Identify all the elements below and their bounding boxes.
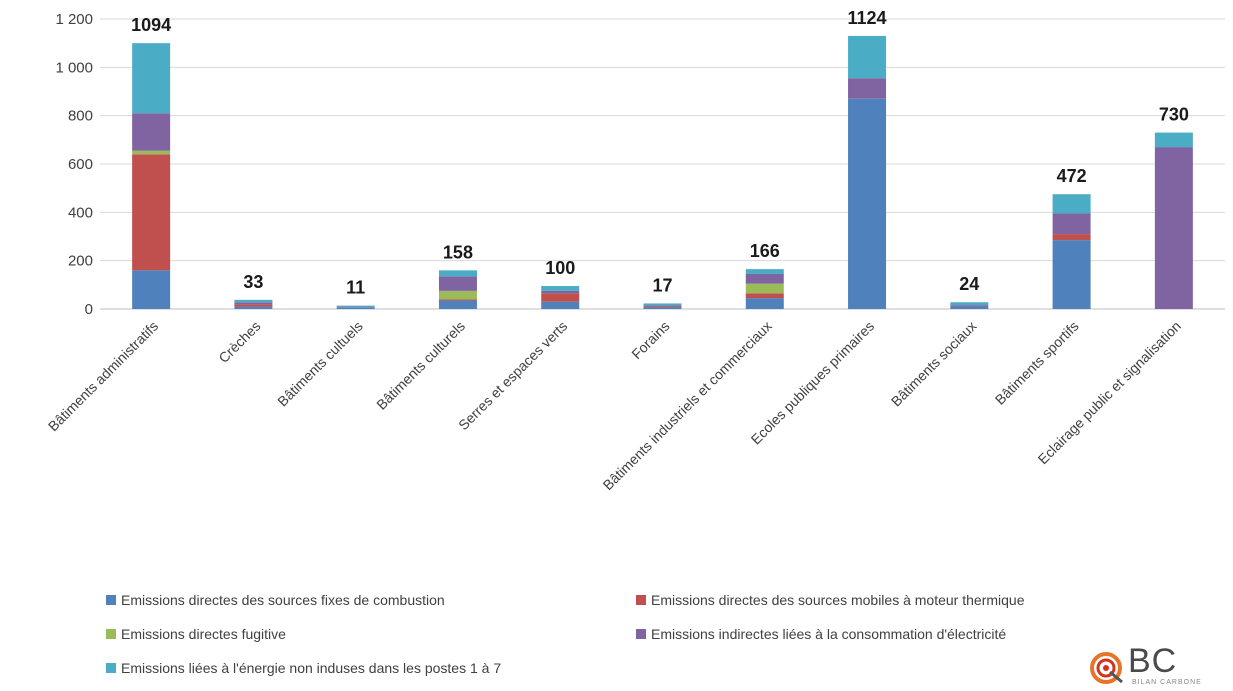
category-label: Ecoles publiques primaires — [748, 318, 878, 448]
total-labels: 1094 33 11 158 100 17 166 1124 24 472 730 — [131, 8, 1189, 298]
bar-segment — [1052, 240, 1091, 309]
bar-segment — [950, 305, 989, 307]
y-tick-label: 200 — [68, 253, 93, 270]
bar-segment — [848, 78, 887, 99]
bar-segment — [745, 298, 784, 309]
bar-segment — [438, 276, 477, 291]
y-tick-label: 1 000 — [55, 59, 93, 76]
bar-segment — [745, 269, 784, 274]
bar-segment — [848, 98, 887, 309]
bar-segment — [1154, 147, 1193, 309]
category-label: Bâtiments cultuels — [274, 318, 366, 410]
logo-text: BC — [1128, 642, 1178, 680]
bar-segment — [336, 307, 375, 308]
y-tick-label: 400 — [68, 204, 93, 221]
bar-segment — [234, 304, 273, 307]
bar-segment — [541, 301, 580, 309]
bar-segment — [132, 150, 171, 155]
category-label: Serres et espaces verts — [455, 318, 570, 433]
y-axis-ticks: 0 200 400 600 800 1 000 1 200 — [55, 11, 93, 318]
total-label: 33 — [243, 272, 263, 292]
y-tick-label: 1 200 — [55, 11, 93, 28]
bar-segment — [950, 306, 989, 309]
bar-segment — [1154, 132, 1193, 148]
bar-segment — [541, 290, 580, 294]
category-labels: Bâtiments administratifs Crèches Bâtiments… — [45, 318, 1184, 493]
bar-segment — [643, 307, 682, 309]
bar-segment — [643, 303, 682, 306]
bar-segment — [438, 290, 477, 300]
category-label: Bâtiments sportifs — [992, 318, 1082, 408]
bar-segment — [336, 307, 375, 309]
bar-segment — [643, 305, 682, 307]
total-label: 158 — [443, 242, 473, 262]
target-logo-icon — [1090, 652, 1123, 684]
bar-segment — [438, 299, 477, 301]
bar-segment — [541, 293, 580, 302]
bar-segment — [438, 270, 477, 277]
bar-segment — [234, 306, 273, 309]
bar-segment — [336, 305, 375, 308]
bar-segment — [848, 35, 887, 79]
bar-segment — [643, 306, 682, 308]
bar-segment — [132, 154, 171, 271]
bar-segment — [1052, 213, 1091, 235]
bars — [132, 35, 1193, 309]
category-label: Bâtiments sociaux — [888, 318, 980, 410]
total-label: 730 — [1159, 105, 1189, 125]
total-label: 1094 — [131, 15, 171, 35]
y-tick-label: 600 — [68, 156, 93, 173]
bar-segment — [1052, 234, 1091, 241]
y-tick-label: 0 — [85, 301, 93, 318]
category-label: Forains — [628, 318, 672, 362]
bar-segment — [541, 286, 580, 291]
bar-segment — [950, 302, 989, 306]
total-label: 11 — [346, 278, 365, 298]
total-label: 1124 — [848, 8, 887, 28]
total-label: 472 — [1057, 166, 1087, 186]
total-label: 24 — [959, 274, 979, 294]
category-label: Crèches — [215, 318, 263, 366]
bar-segment — [745, 273, 784, 284]
y-tick-label: 800 — [68, 108, 93, 125]
category-label: Bâtiments administratifs — [45, 318, 161, 434]
bar-segment — [234, 299, 273, 303]
bar-segment — [132, 270, 171, 309]
total-label: 17 — [652, 275, 672, 295]
category-label: Bâtiments culturels — [373, 318, 468, 413]
total-label: 100 — [545, 258, 575, 278]
bar-segment — [132, 113, 171, 151]
total-label: 166 — [750, 241, 780, 261]
bar-segment — [234, 302, 273, 305]
gridlines — [100, 18, 1225, 310]
category-label: Bâtiments industriels et commerciaux — [600, 318, 775, 493]
bar-segment — [1052, 194, 1091, 214]
bar-segment — [132, 43, 171, 114]
bar-segment — [745, 293, 784, 299]
bar-segment — [745, 283, 784, 294]
bar-segment — [438, 300, 477, 309]
logo-subtext: BILAN CARBONE — [1132, 679, 1202, 686]
bilan-carbone-logo: BC BILAN CARBONE — [1088, 642, 1228, 690]
